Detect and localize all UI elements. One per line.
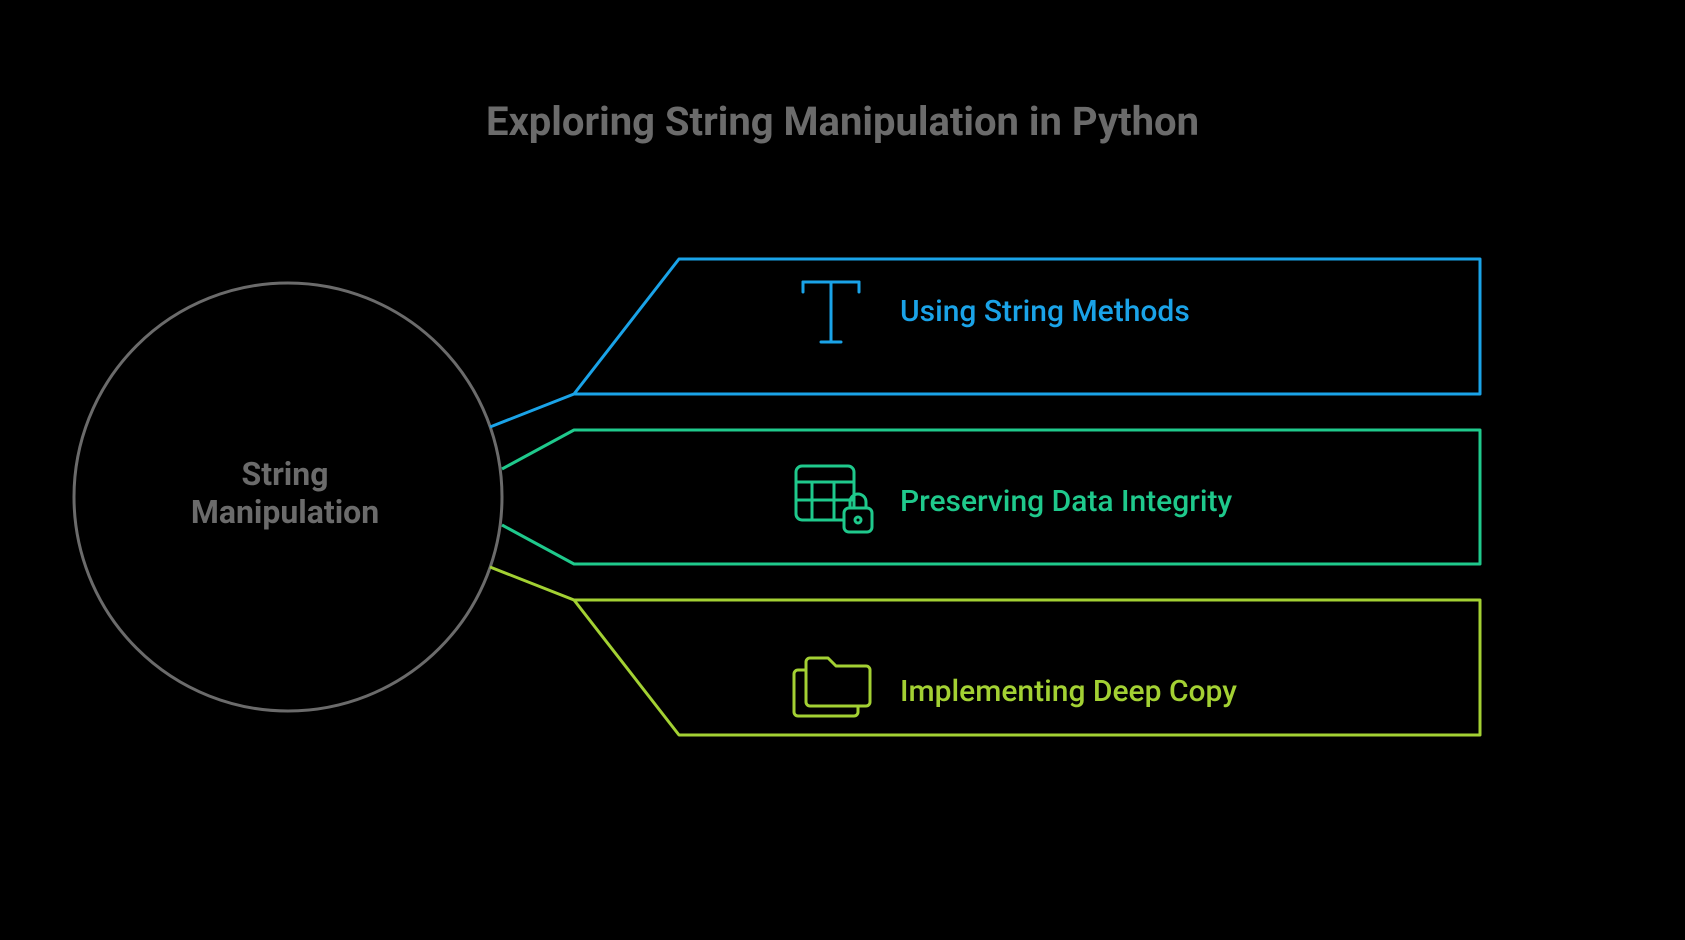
central-label-line1: String (242, 455, 329, 493)
central-label-line2: Manipulation (191, 493, 379, 531)
branch-connector (490, 567, 1480, 735)
folders-icon (790, 650, 876, 728)
central-node-label: String Manipulation (130, 455, 440, 532)
branch-label-string-methods: Using String Methods (900, 294, 1190, 329)
database-lock-icon (790, 460, 876, 540)
text-cursor-icon (795, 270, 867, 356)
branch-label-data-integrity: Preserving Data Integrity (900, 484, 1232, 519)
branch-connector (490, 259, 1480, 427)
branch-label-deep-copy: Implementing Deep Copy (900, 674, 1237, 709)
